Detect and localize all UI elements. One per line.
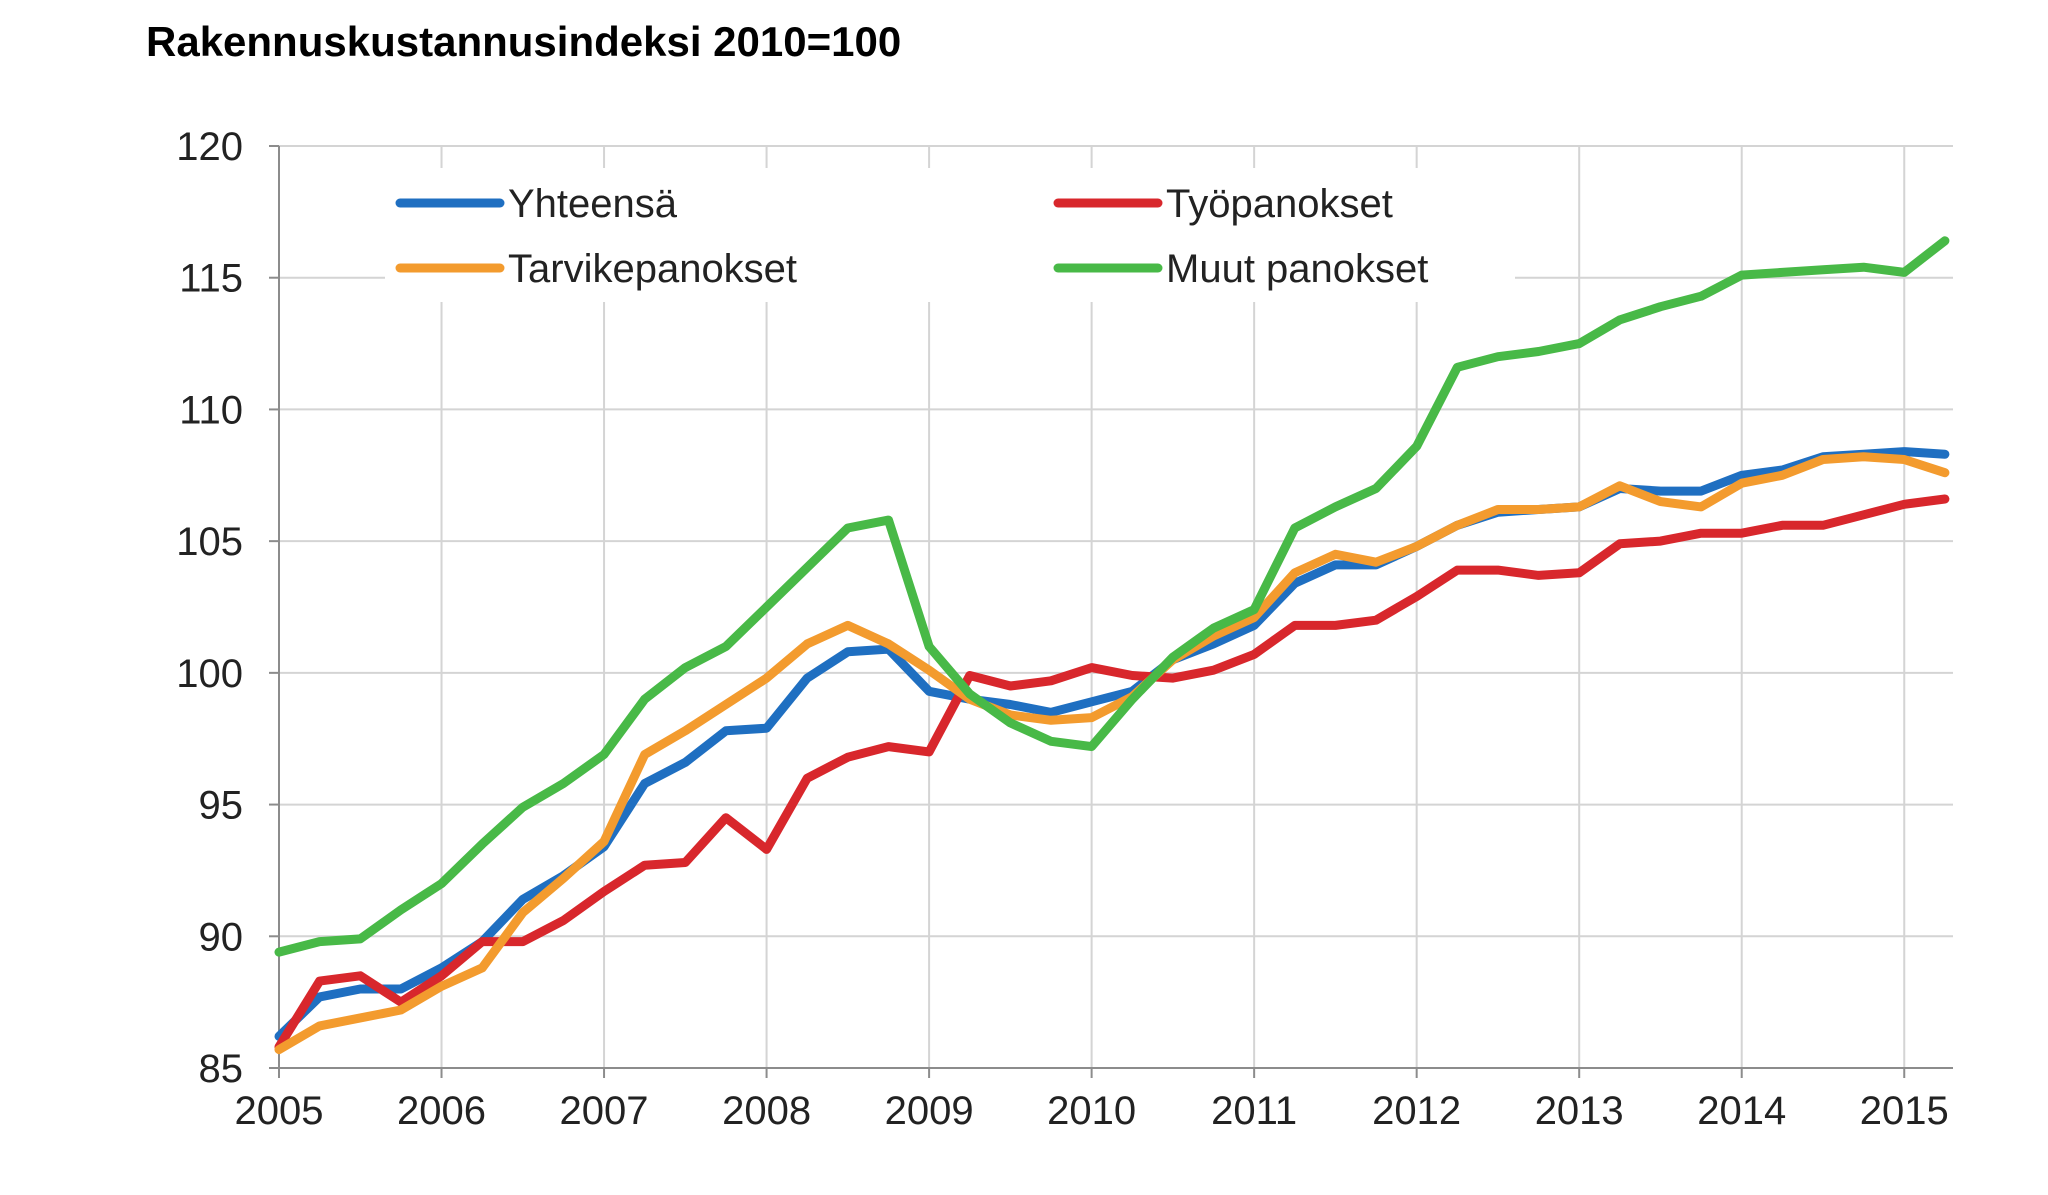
x-tick-label: 2008 — [722, 1089, 811, 1133]
x-tick-label: 2006 — [397, 1089, 486, 1133]
x-tick-label: 2012 — [1372, 1089, 1461, 1133]
legend-label-3: Muut panokset — [1166, 247, 1428, 291]
x-tick-label: 2007 — [560, 1089, 649, 1133]
x-tick-label: 2015 — [1860, 1089, 1949, 1133]
y-tick-label: 100 — [176, 652, 243, 696]
y-tick-label: 115 — [179, 257, 243, 301]
series-line-1 — [274, 494, 1950, 1052]
x-tick-label: 2005 — [235, 1089, 324, 1133]
y-tick-label: 85 — [199, 1047, 244, 1091]
series-line-2 — [274, 452, 1950, 1055]
y-tick-label: 110 — [179, 388, 243, 432]
chart-title: Rakennuskustannusindeksi 2010=100 — [146, 18, 902, 65]
x-tick-label: 2013 — [1535, 1089, 1624, 1133]
legend-background — [385, 168, 1515, 302]
y-tick-label: 105 — [176, 520, 243, 564]
legend-label-2: Tarvikepanokset — [508, 247, 797, 291]
x-tick-label: 2009 — [885, 1089, 974, 1133]
series-line-0 — [274, 447, 1950, 1041]
y-tick-label: 120 — [176, 125, 243, 169]
y-tick-label: 95 — [199, 784, 244, 828]
legend-label-0: Yhteensä — [508, 182, 678, 226]
x-tick-label: 2011 — [1211, 1089, 1297, 1133]
series-line-3 — [274, 236, 1950, 957]
x-tick-label: 2010 — [1047, 1089, 1136, 1133]
legend: Yhteensä Työpanokset Tarvikepanokset Muut p… — [385, 168, 1515, 302]
legend-label-1: Työpanokset — [1166, 182, 1393, 226]
x-tick-label: 2014 — [1697, 1089, 1786, 1133]
y-tick-label: 90 — [199, 915, 244, 959]
series-lines — [274, 236, 1950, 1055]
axes: 85 90 95 100 105 110 115 120 2005 2006 2007 2008 200… — [176, 125, 1953, 1133]
